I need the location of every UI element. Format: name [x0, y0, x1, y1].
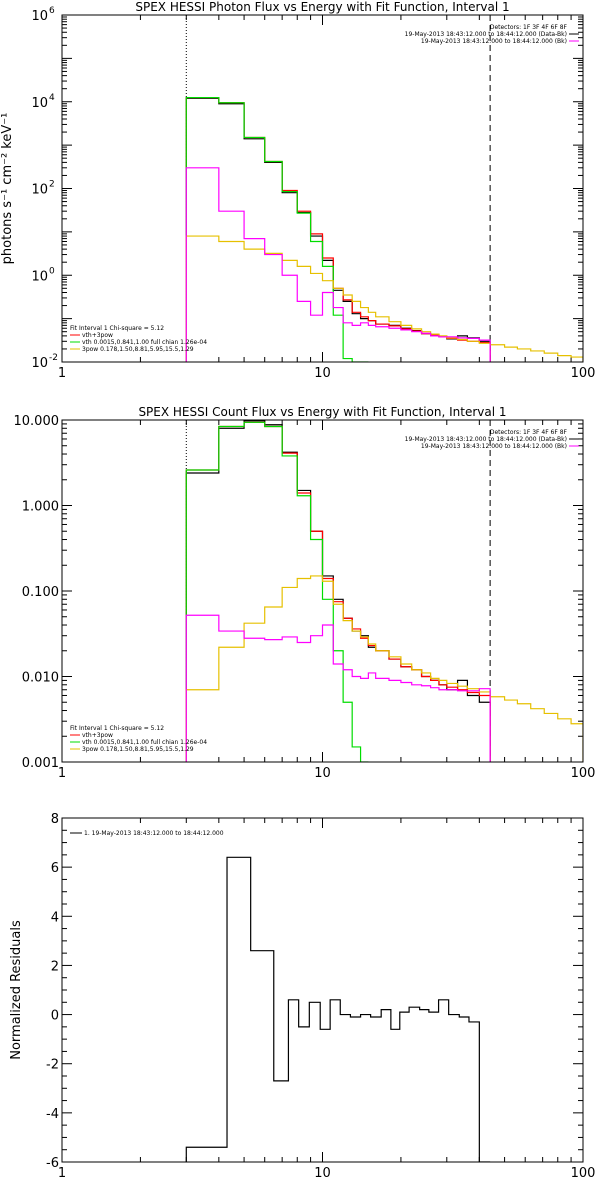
series-3-step-line [185, 575, 583, 762]
y-tick-label: 8 [51, 812, 59, 827]
series-2-step-line [185, 421, 369, 762]
x-tick-label: 1 [58, 766, 66, 781]
legend-entry: 19-May-2013 18:43:12.000 to 18:44:12.000… [405, 436, 567, 443]
x-tick-label: 1 [58, 366, 66, 381]
x-tick-label: 10 [314, 766, 331, 781]
legend-entry: vth 0.0015,0.841,1.00 full chian 1.26e-0… [82, 339, 207, 346]
legend-entry: 19-May-2013 18:43:12.000 to 18:44:12.000… [421, 443, 567, 450]
series-group [185, 856, 491, 1162]
legend-entry: 3pow 0.178,1.50,8.81,5.95,15.5,1.29 [82, 746, 194, 753]
plot-frame [61, 14, 584, 363]
legend-entry: Detectors: 1F 3F 4F 6F 8F [490, 24, 568, 31]
y-tick-label: 0.010 [22, 671, 59, 686]
plot-frame [61, 419, 584, 763]
legend-entry: Fit Interval 1 Chi-square = 5.12 [70, 725, 164, 732]
y-tick-label: 10 [31, 9, 48, 24]
y-axis-label: Normalized Residuals [9, 920, 24, 1060]
y-axis-label: photons s⁻¹ cm⁻² keV⁻¹ [0, 113, 15, 265]
legend-entry: vth+3pow [82, 332, 113, 339]
y-tick-label: 6 [51, 861, 59, 876]
x-tick-label: 100 [571, 766, 596, 781]
y-tick-label: 10 [31, 183, 48, 198]
y-tick-label: 0.100 [22, 585, 59, 600]
x-tick-label: 1 [58, 1166, 66, 1181]
series-1-step-line [185, 96, 491, 362]
y-tick-exponent: 2 [49, 180, 55, 190]
photon-flux-panel: SPEX HESSI Photon Flux vs Energy with Fi… [0, 0, 595, 381]
y-tick-label: 10 [31, 356, 48, 371]
y-tick-exponent: 4 [49, 93, 55, 103]
count-flux-panel: SPEX HESSI Count Flux vs Energy with Fit… [14, 405, 596, 781]
legend-entry: 19-May-2013 18:43:12.000 to 18:44:12.000… [405, 31, 567, 38]
y-tick-label: -6 [46, 1156, 59, 1171]
chart-title: SPEX HESSI Photon Flux vs Energy with Fi… [135, 0, 509, 14]
series-4-step-line [185, 614, 491, 762]
x-tick-label: 10 [314, 1166, 331, 1181]
series-0-step-line [185, 97, 491, 362]
legend-entry: Detectors: 1F 3F 4F 6F 8F [490, 429, 568, 436]
chart-title: SPEX HESSI Count Flux vs Energy with Fit… [138, 405, 506, 419]
y-tick-label: 0 [51, 1009, 59, 1024]
y-tick-exponent: 0 [49, 266, 55, 276]
y-tick-exponent: -2 [49, 353, 58, 363]
series-group [185, 96, 583, 362]
series-0-step-line [185, 856, 491, 1162]
legend-entry: vth 0.0015,0.841,1.00 full chian 1.26e-0… [82, 739, 207, 746]
x-tick-label: 100 [571, 1166, 596, 1181]
series-2-step-line [185, 96, 369, 362]
x-tick-label: 100 [571, 366, 596, 381]
y-tick-label: 10 [31, 269, 48, 284]
y-tick-label: 1.000 [22, 500, 59, 515]
x-tick-label: 10 [314, 366, 331, 381]
legend-entry: Fit Interval 1 Chi-square = 5.12 [70, 325, 164, 332]
legend-entry: 3pow 0.178,1.50,8.81,5.95,15.5,1.29 [82, 346, 194, 353]
y-tick-label: 2 [51, 959, 59, 974]
y-tick-label: -2 [46, 1058, 59, 1073]
series-4-step-line [185, 167, 491, 362]
y-tick-label: 4 [51, 910, 59, 925]
y-tick-label: 10 [31, 96, 48, 111]
series-1-step-line [185, 421, 491, 762]
legend-entry: 19-May-2013 18:43:12.000 to 18:44:12.000… [421, 38, 567, 45]
residuals-panel: Normalized Residuals 1 10 100 -6 -4 -2 0 2 4 6 8 1. … [9, 812, 595, 1181]
series-0-step-line [185, 420, 491, 762]
y-tick-exponent: 6 [49, 6, 55, 16]
series-group [185, 420, 583, 762]
legend-entry: 1. 19-May-2013 18:43:12.000 to 18:44:12.… [84, 830, 224, 837]
y-tick-label: 0.001 [22, 756, 59, 771]
y-tick-label: 10.000 [14, 414, 60, 429]
series-3-step-line [185, 235, 583, 362]
y-tick-label: -4 [46, 1107, 59, 1122]
legend-entry: vth+3pow [82, 732, 113, 739]
plot-frame [61, 817, 584, 1163]
